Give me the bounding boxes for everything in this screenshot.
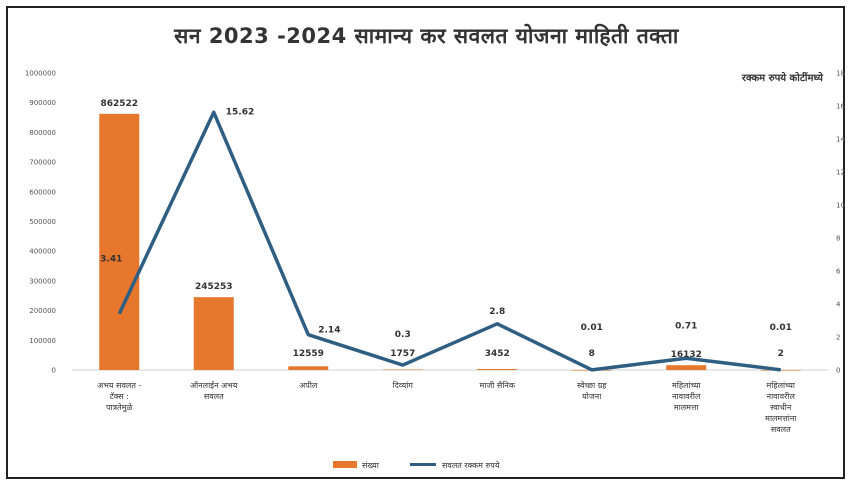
line-data-label: 0.71 [675,321,697,331]
x-category-label-line: सवलत [204,392,224,401]
bar [382,369,423,371]
line-data-label: 0.3 [395,330,411,340]
legend-label-line: सवलत रक्कम रुपये [442,460,500,470]
y-left-tick-label: 200000 [29,307,56,315]
y-left-tick-label: 700000 [29,159,56,167]
line-data-label: 2.14 [318,326,340,336]
x-category-label: ऑनलाईन अभय सवलत [190,380,238,401]
line-data-label: 0.01 [581,323,603,333]
bar-data-label: 12559 [293,349,324,359]
y-left-tick-label: 100000 [29,337,56,345]
y-right-tick-label: 12 [836,169,845,177]
y-left-tick-label: 600000 [29,188,56,196]
bar-data-label: 862522 [100,99,138,109]
bar-data-label: 245253 [195,282,233,292]
x-category-label-line: माजी सैनिक [480,380,516,390]
chart-title: सन 2023 -2024 सामान्य कर सवलत योजना माहि… [174,24,679,48]
x-category-label-line: स्वाधीन [770,402,792,412]
legend-swatch-bars [333,461,357,468]
bar [193,297,234,370]
y-left-tick-label: 900000 [29,99,56,107]
y-left-tick-label: 0 [52,367,56,375]
x-category-label-line: महिलांच्या [672,380,701,390]
y-right-tick-label: 16 [836,103,845,111]
x-category-label-line: मालमत्तांना [765,414,797,423]
bar-data-label: 3452 [485,349,510,359]
x-category-label: अभय सवलत - टॅक्स : पात्रतेमुळे [97,381,141,413]
y-right-tick-label: 4 [836,301,841,309]
bar [666,365,707,370]
y-right-tick-label: 10 [836,202,845,210]
x-category-label-line: पात्रतेमुळे [106,402,133,413]
y-right-tick-label: 14 [836,136,845,144]
y-right-tick-label: 6 [836,268,841,276]
bar-data-label: 2 [778,349,784,359]
bar-data-label: 16132 [671,350,702,360]
x-category-label-line: नावावरील [672,391,701,401]
x-category-label-line: नावावरील [767,391,796,401]
y-right-tick-label: 2 [836,334,840,342]
bar [99,113,140,370]
x-category-label: महिलांच्या नावावरील मालमत्ता [672,380,701,412]
x-category-label: अपील [299,380,318,390]
x-category-label-line: अभय सवलत - [97,381,141,390]
line-data-label: 2.8 [489,307,505,317]
bar [288,366,329,370]
line-data-label: 0.01 [770,323,792,333]
x-category-label-line: योजना [582,391,602,401]
x-category-label-line: सवलत [771,425,791,434]
y-right-tick-label: 18 [836,70,845,78]
x-category-label-line: अपील [299,380,318,390]
y-left-tick-label: 500000 [29,218,56,226]
x-category-label: स्वेच्छा ग्रह योजना [577,380,607,401]
bar-data-label: 1757 [390,349,415,359]
bar-data-label: 8 [589,349,595,359]
y-left-tick-label: 400000 [29,248,56,256]
x-category-label-line: ऑनलाईन अभय [190,380,238,390]
y-left-tick-label: 300000 [29,277,56,285]
y-left-tick-label: 800000 [29,129,56,137]
x-category-label-line: टॅक्स : [110,392,129,401]
x-category-label: दिव्यांग [393,380,414,390]
line-data-label: 15.62 [226,107,254,117]
unit-note: रक्कम रुपये कोटींमध्ये [741,73,823,84]
x-category-label: माजी सैनिक [480,380,516,390]
x-category-label-line: दिव्यांग [393,380,414,390]
x-category-label-line: महिलांच्या [767,380,796,390]
y-right-tick-label: 0 [836,367,840,375]
chart-frame [6,6,845,479]
line-data-label: 3.41 [100,255,122,265]
x-category-label-line: स्वेच्छा ग्रह [577,380,607,390]
y-left-tick-label: 1000000 [25,70,56,78]
y-right-tick-label: 8 [836,235,840,243]
line-series [117,110,781,372]
bar [477,368,518,370]
x-category-label: महिलांच्या नावावरील स्वाधीन मालमत्तांना सवलत [765,380,797,434]
legend-label-bars: संख्या [362,461,380,470]
bar [760,369,801,371]
x-category-label-line: मालमत्ता [674,403,700,412]
